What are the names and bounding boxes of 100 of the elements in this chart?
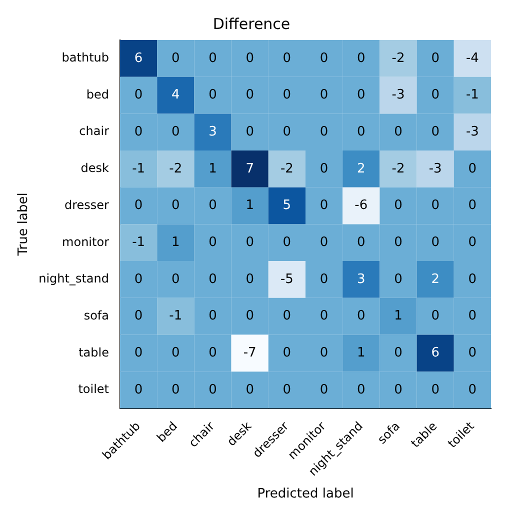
data-label: 0: [468, 198, 477, 214]
data-label: 1: [172, 235, 180, 250]
data-label: 0: [431, 50, 440, 66]
data-label: 0: [394, 124, 402, 140]
data-label: 0: [246, 382, 254, 398]
data-label: 0: [246, 272, 254, 287]
data-label: 0: [394, 235, 402, 250]
data-label: 0: [282, 346, 292, 361]
data-label: 0: [246, 308, 254, 324]
data-label: 0: [172, 198, 180, 214]
data-label: 0: [172, 272, 180, 287]
data-label: 0: [357, 88, 366, 103]
data-label: 0: [282, 88, 292, 103]
data-label: 0: [357, 124, 366, 140]
data-label: -2: [280, 161, 294, 176]
data-label: 0: [320, 346, 328, 361]
data-label: 0: [282, 308, 292, 324]
data-label: 0: [172, 50, 180, 66]
data-label: 0: [282, 235, 292, 250]
data-label: 0: [282, 124, 292, 140]
data-label: 0: [431, 235, 440, 250]
data-label: 0: [320, 382, 328, 398]
data-label: 0: [172, 124, 180, 140]
data-label: 0: [320, 198, 328, 214]
data-label: -2: [392, 50, 405, 66]
data-label: 0: [172, 346, 180, 361]
data-label: 1: [394, 308, 402, 324]
data-label: 0: [246, 124, 254, 140]
y-axis-title: True label: [16, 192, 32, 257]
data-label: 3: [208, 124, 217, 140]
data-label: 0: [394, 346, 402, 361]
data-label: 0: [134, 382, 143, 398]
data-label: 6: [431, 346, 440, 361]
data-label: 0: [320, 272, 328, 287]
data-label: 0: [134, 346, 143, 361]
y-tick-label: night_stand: [38, 272, 109, 286]
data-label: 0: [431, 198, 440, 214]
data-label: 5: [282, 198, 292, 214]
data-label: 0: [357, 382, 366, 398]
data-label: 1: [246, 198, 254, 214]
y-tick-label: table: [78, 345, 109, 360]
data-label: 4: [172, 88, 180, 103]
data-label: 0: [208, 198, 217, 214]
data-label: 0: [134, 124, 143, 140]
data-label: 7: [246, 161, 254, 176]
data-label: 0: [320, 124, 328, 140]
data-label: -1: [132, 161, 146, 176]
data-label: 0: [134, 88, 143, 103]
data-label: -4: [466, 50, 479, 66]
data-label: 0: [208, 50, 217, 66]
data-label: 0: [394, 272, 402, 287]
y-tick-label: monitor: [62, 234, 110, 249]
data-label: -6: [354, 198, 368, 214]
data-label: 0: [320, 308, 328, 324]
data-label: 0: [431, 124, 440, 140]
data-label: 0: [468, 346, 477, 361]
data-label: 0: [172, 382, 180, 398]
data-label: 0: [357, 50, 366, 66]
y-tick-label: sofa: [84, 308, 109, 322]
y-tick-label: bathtub: [62, 50, 109, 65]
data-label: -5: [280, 272, 294, 287]
data-label: -3: [428, 161, 442, 176]
data-label: 0: [357, 308, 366, 324]
x-axis-title: Predicted label: [257, 486, 354, 502]
data-label: 0: [320, 88, 328, 103]
data-label: 0: [246, 50, 254, 66]
data-label: 0: [431, 308, 440, 324]
y-tick-label: bed: [86, 87, 109, 102]
data-label: 0: [357, 235, 366, 250]
data-label: 0: [282, 50, 292, 66]
data-label: 6: [134, 50, 143, 66]
data-label: 0: [431, 382, 440, 398]
data-label: 0: [208, 346, 217, 361]
data-label: 0: [208, 308, 217, 324]
y-tick-label: dresser: [64, 198, 110, 212]
data-label: 0: [468, 235, 477, 250]
data-label: -3: [466, 124, 479, 140]
data-label: 0: [134, 308, 143, 324]
data-label: 0: [394, 198, 402, 214]
data-label: 0: [246, 235, 254, 250]
data-label: -2: [392, 161, 405, 176]
data-label: -7: [243, 346, 256, 361]
data-label: 0: [134, 272, 143, 287]
data-label: 0: [468, 382, 477, 398]
data-label: 1: [357, 346, 366, 361]
data-label: 0: [208, 88, 217, 103]
data-label: -1: [466, 88, 479, 103]
data-label: 0: [134, 198, 143, 214]
chart-title: Difference: [212, 14, 290, 33]
data-label: -1: [132, 235, 146, 250]
data-label: 0: [208, 382, 217, 398]
data-label: 0: [431, 88, 440, 103]
data-label: 2: [431, 272, 440, 287]
data-label: 0: [320, 235, 328, 250]
data-label: 2: [357, 161, 366, 176]
data-label: -2: [169, 161, 182, 176]
data-label: 0: [394, 382, 402, 398]
data-label: -1: [169, 308, 182, 324]
data-label: 0: [208, 272, 217, 287]
data-label: 0: [320, 50, 328, 66]
